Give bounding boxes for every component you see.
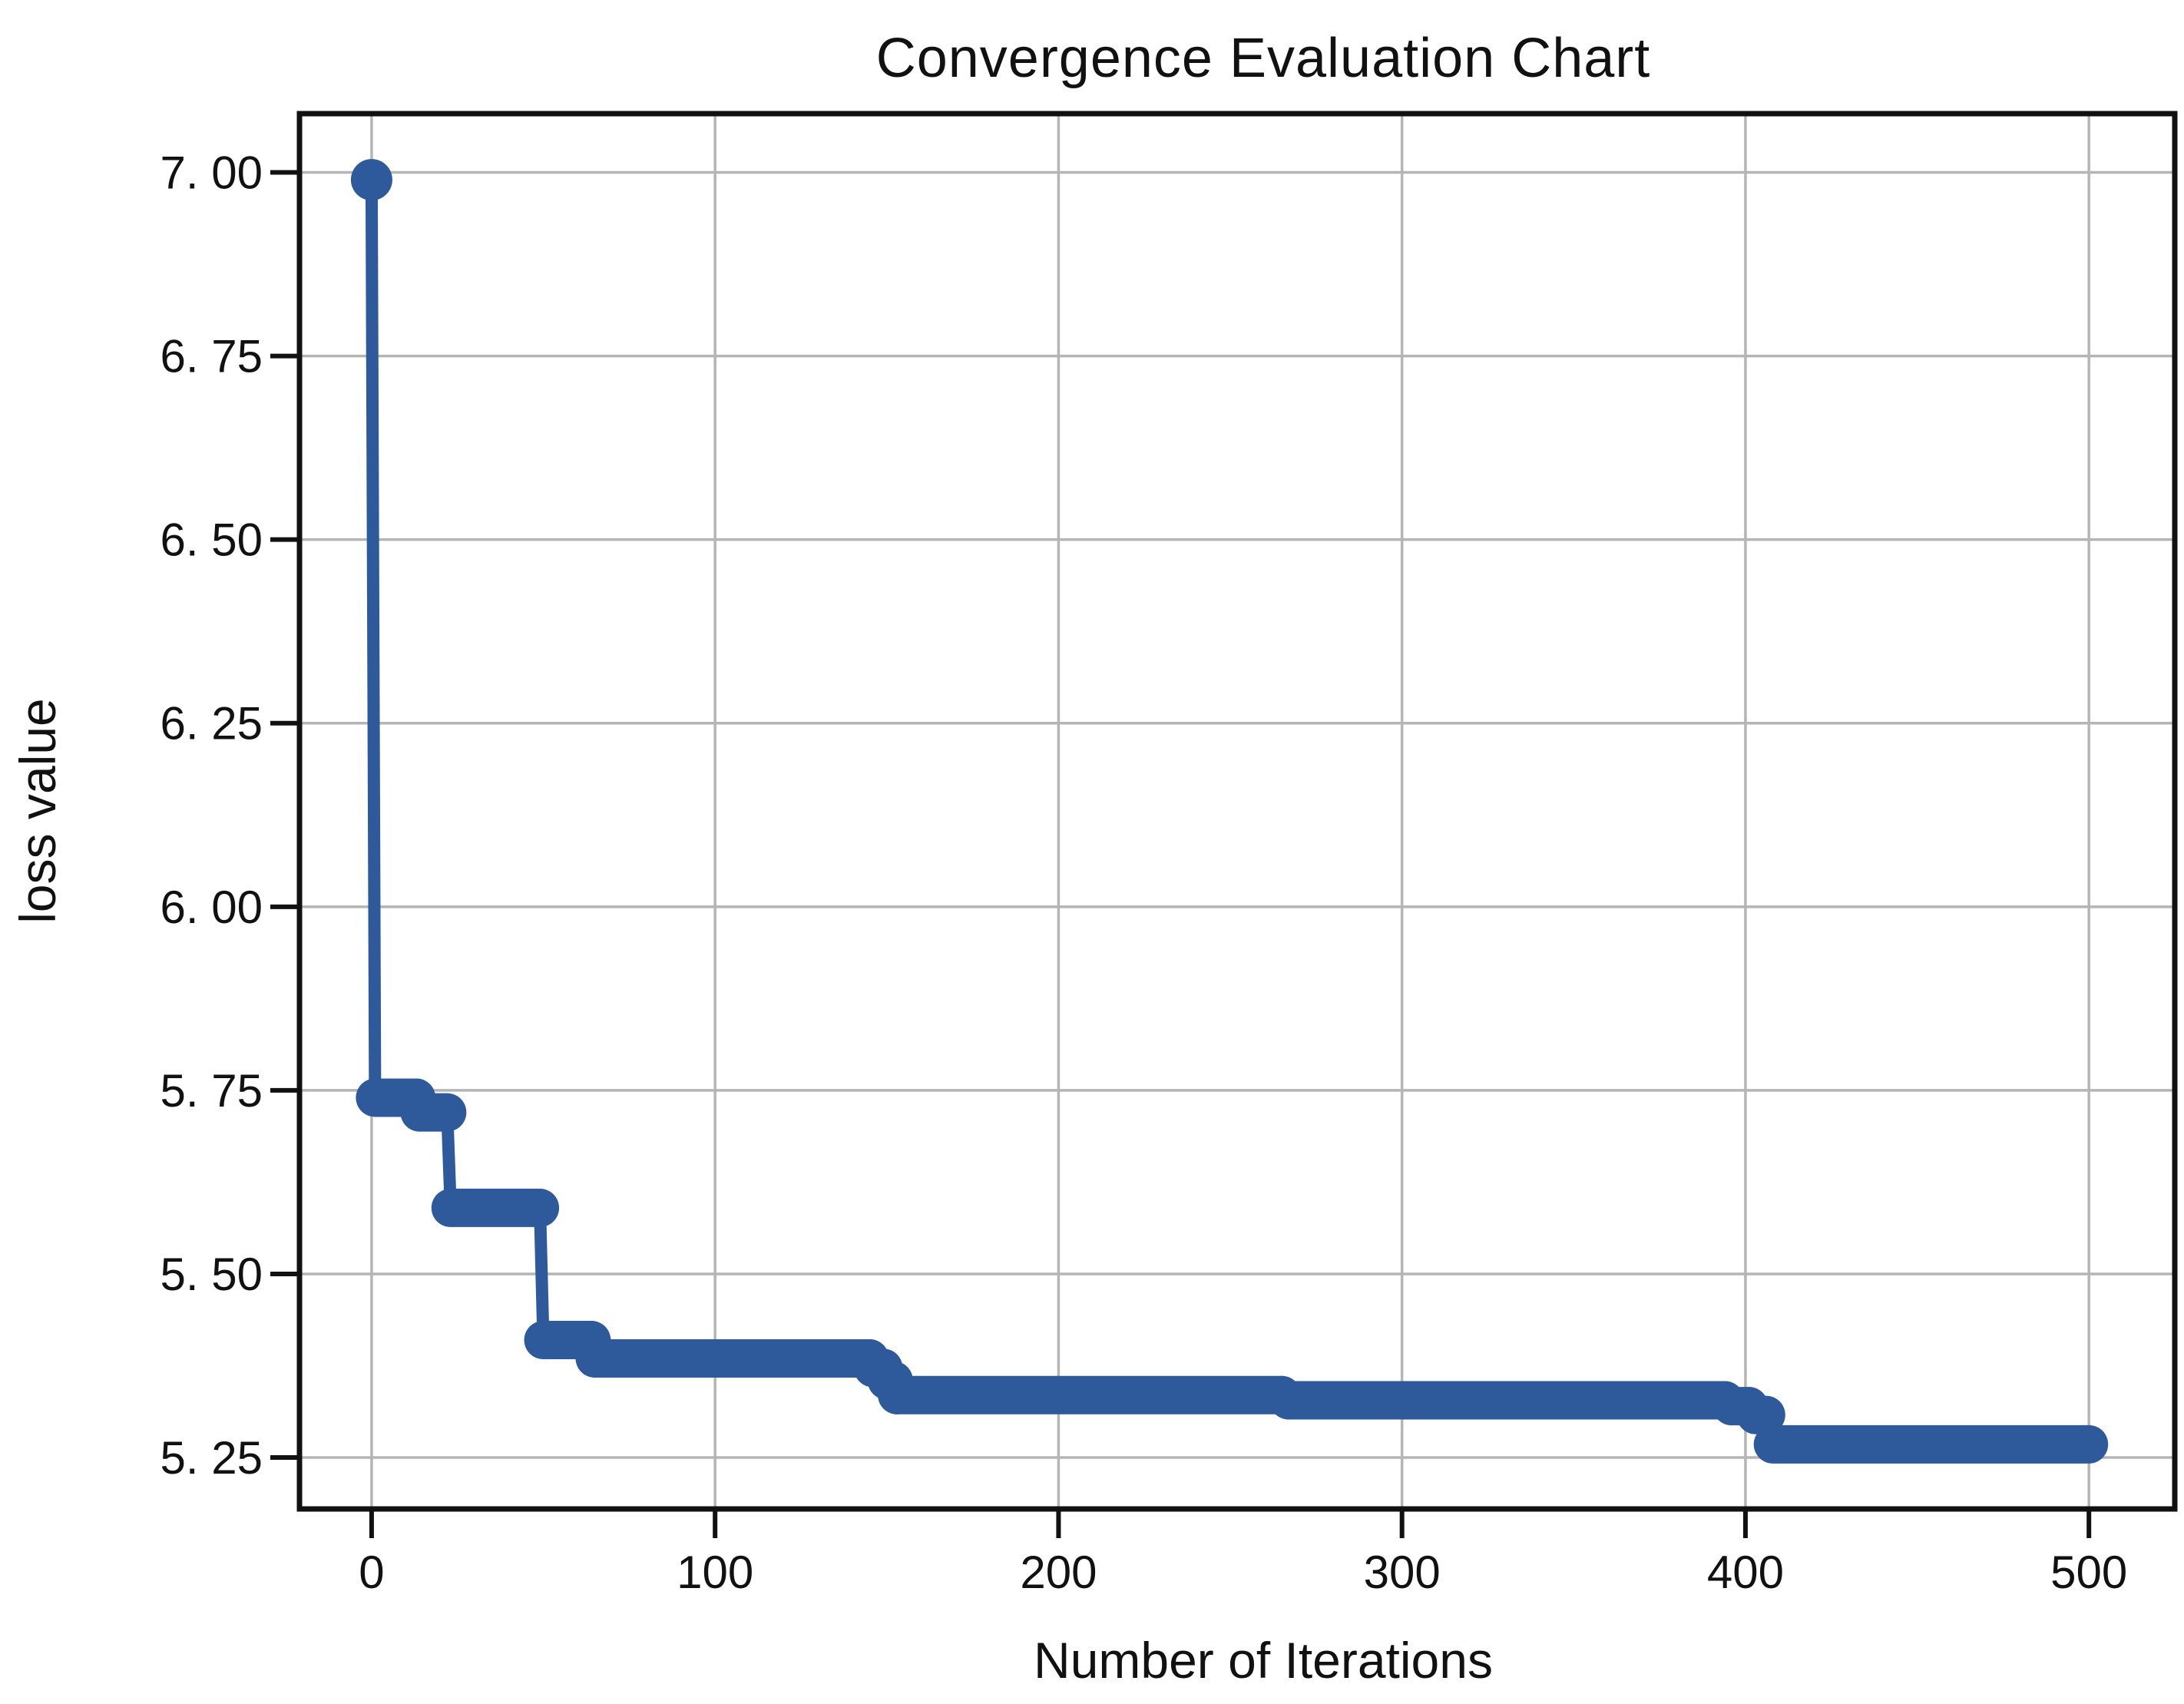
loss-curve — [365, 174, 2096, 1451]
y-tick-label: 6. 50 — [160, 515, 263, 566]
y-tick-label: 5. 25 — [160, 1432, 263, 1484]
y-axis-label: loss value — [9, 698, 66, 924]
x-tick-label: 100 — [677, 1547, 753, 1598]
x-tick-label: 0 — [359, 1547, 384, 1598]
x-tick-label: 400 — [1707, 1547, 1784, 1598]
plot-border — [296, 111, 2178, 1512]
x-tick-label: 200 — [1020, 1547, 1097, 1598]
y-tick-label: 7. 00 — [160, 147, 263, 199]
y-tick-label: 5. 75 — [160, 1065, 263, 1117]
axis-layer — [270, 111, 2178, 1538]
x-tick-label: 300 — [1364, 1547, 1441, 1598]
x-axis-label: Number of Iterations — [1034, 1632, 1493, 1689]
x-tick-label: 500 — [2050, 1547, 2127, 1598]
y-tick-label: 6. 00 — [160, 882, 263, 933]
y-tick-label: 6. 75 — [160, 331, 263, 382]
y-tick-label: 5. 50 — [160, 1249, 263, 1300]
grid-layer — [299, 114, 2175, 1509]
chart-title: Convergence Evaluation Chart — [876, 28, 1651, 89]
start-point-marker — [350, 159, 392, 201]
tick-label-layer: 0 100 200 300 400 500 5. 25 5. 50 5. 75 6. 00 6. 2… — [160, 147, 2128, 1598]
y-tick-label: 6. 25 — [160, 698, 263, 749]
loss-curve-layer — [350, 159, 2109, 1464]
